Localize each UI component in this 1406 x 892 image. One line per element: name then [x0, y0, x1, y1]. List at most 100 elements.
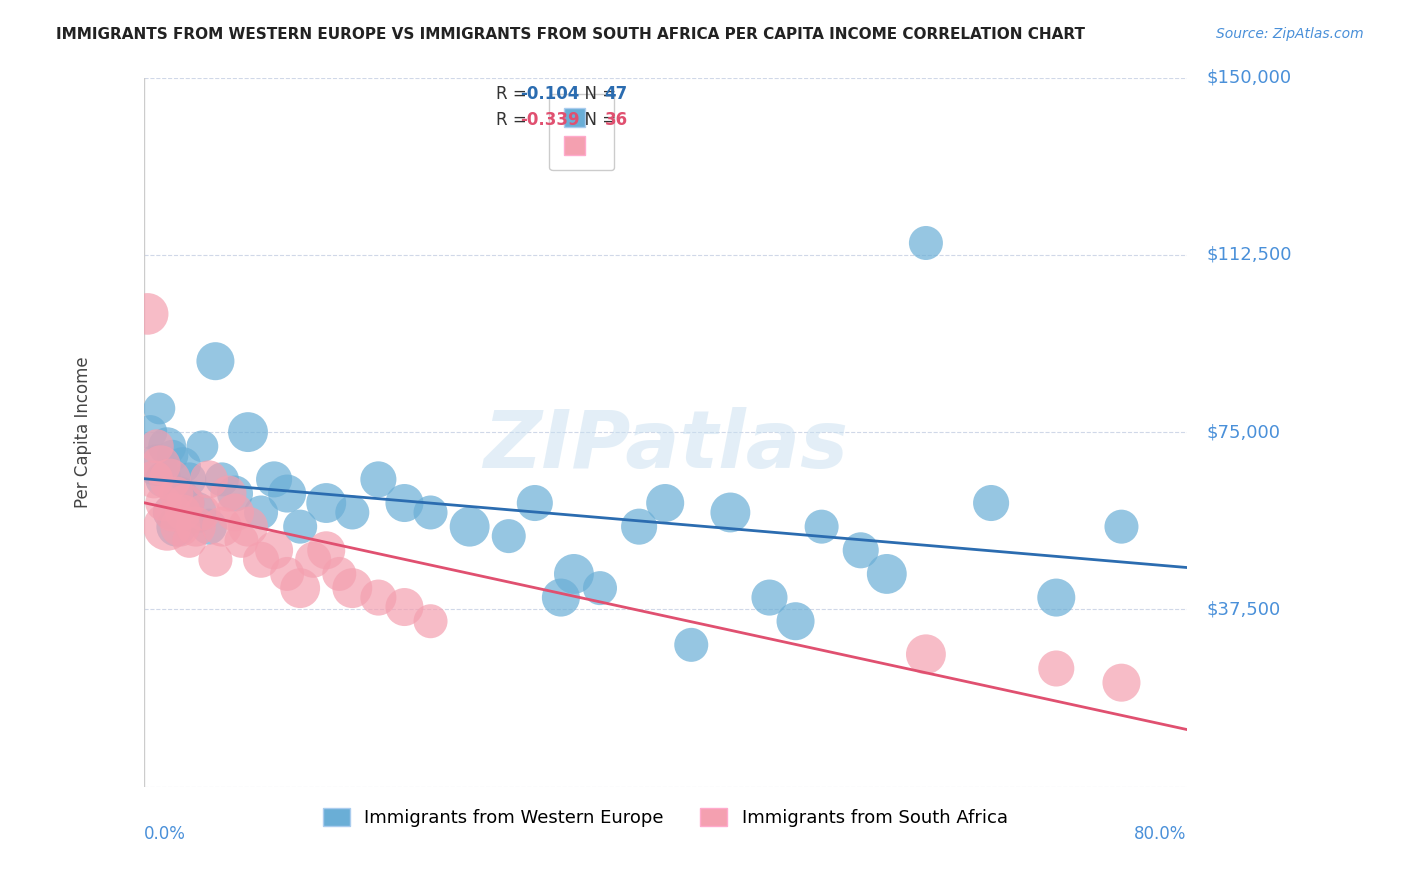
Text: N =: N = [574, 85, 621, 103]
Point [198, 472, 221, 486]
Point [1045, 591, 1067, 605]
Text: ZIPatlas: ZIPatlas [482, 408, 848, 485]
Point [276, 566, 298, 581]
Point [315, 496, 337, 510]
Point [288, 581, 311, 595]
Text: -0.339: -0.339 [520, 111, 579, 128]
Point [394, 600, 416, 615]
Text: $112,500: $112,500 [1206, 246, 1292, 264]
Text: 0.0%: 0.0% [143, 824, 186, 843]
Point [162, 449, 184, 463]
Text: 80.0%: 80.0% [1135, 824, 1187, 843]
Point [915, 648, 938, 662]
Point [1111, 675, 1133, 690]
Point [849, 543, 872, 558]
Point [217, 486, 239, 500]
Text: $150,000: $150,000 [1206, 69, 1291, 87]
Point [149, 458, 172, 473]
Point [139, 425, 162, 439]
Point [1045, 661, 1067, 675]
Point [179, 533, 201, 548]
Point [236, 425, 259, 439]
Point [980, 496, 1002, 510]
Point [224, 486, 246, 500]
Point [224, 506, 246, 520]
Point [165, 486, 187, 500]
Point [589, 581, 612, 595]
Point [562, 566, 585, 581]
Point [758, 591, 780, 605]
Point [302, 553, 325, 567]
Point [162, 506, 184, 520]
Point [143, 472, 166, 486]
Point [718, 506, 741, 520]
Point [328, 566, 350, 581]
Point [342, 506, 364, 520]
Point [288, 519, 311, 533]
Point [172, 458, 194, 473]
Text: N =: N = [574, 111, 621, 128]
Text: Per Capita Income: Per Capita Income [73, 356, 91, 508]
Point [174, 496, 197, 510]
Point [236, 519, 259, 533]
Point [810, 519, 832, 533]
Point [179, 472, 201, 486]
Point [628, 519, 651, 533]
Point [148, 401, 170, 416]
Point [915, 235, 938, 250]
Point [165, 519, 187, 533]
Point [145, 439, 167, 453]
Point [169, 486, 191, 500]
Point [654, 496, 676, 510]
Text: Source: ZipAtlas.com: Source: ZipAtlas.com [1216, 27, 1364, 41]
Point [276, 486, 298, 500]
Point [394, 496, 416, 510]
Point [145, 458, 167, 473]
Text: -0.104: -0.104 [520, 85, 579, 103]
Point [198, 519, 221, 533]
Point [191, 439, 214, 453]
Point [419, 614, 441, 628]
Point [169, 519, 191, 533]
Text: R =: R = [496, 111, 533, 128]
Point [152, 472, 174, 486]
Point [231, 533, 253, 548]
Point [315, 543, 337, 558]
Point [204, 354, 226, 368]
Point [367, 591, 389, 605]
Point [785, 614, 807, 628]
Text: $37,500: $37,500 [1206, 600, 1281, 618]
Point [211, 472, 233, 486]
Point [498, 529, 520, 543]
Point [156, 439, 179, 453]
Point [184, 506, 207, 520]
Text: 47: 47 [605, 85, 628, 103]
Point [876, 566, 898, 581]
Text: $75,000: $75,000 [1206, 423, 1281, 442]
Point [159, 472, 181, 486]
Text: IMMIGRANTS FROM WESTERN EUROPE VS IMMIGRANTS FROM SOUTH AFRICA PER CAPITA INCOME: IMMIGRANTS FROM WESTERN EUROPE VS IMMIGR… [56, 27, 1085, 42]
Point [523, 496, 546, 510]
Point [152, 496, 174, 510]
Point [681, 638, 703, 652]
Point [367, 472, 389, 486]
Legend: Immigrants from Western Europe, Immigrants from South Africa: Immigrants from Western Europe, Immigran… [315, 801, 1015, 834]
Point [204, 553, 226, 567]
Point [550, 591, 572, 605]
Point [419, 506, 441, 520]
Point [211, 519, 233, 533]
Point [342, 581, 364, 595]
Point [184, 519, 207, 533]
Point [263, 472, 285, 486]
Text: 36: 36 [605, 111, 627, 128]
Point [136, 307, 159, 321]
Point [159, 506, 181, 520]
Point [191, 506, 214, 520]
Point [250, 506, 273, 520]
Point [172, 506, 194, 520]
Point [263, 543, 285, 558]
Text: R =: R = [496, 85, 533, 103]
Point [156, 519, 179, 533]
Point [250, 553, 273, 567]
Point [1111, 519, 1133, 533]
